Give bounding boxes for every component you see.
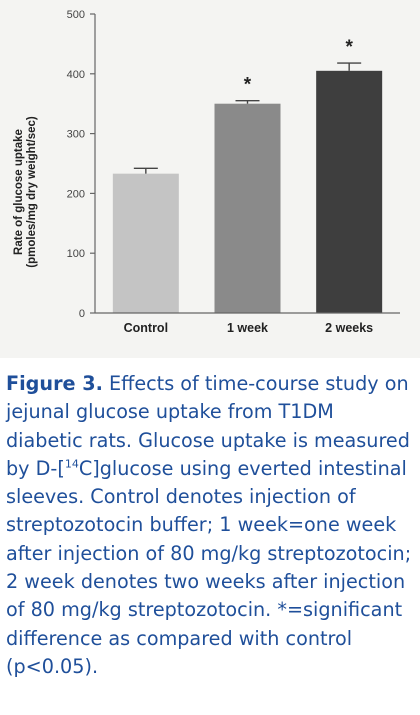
caption-text-part-2: C]glucose using everted intestinal sleev… — [6, 456, 412, 678]
x-tick-label: 1 week — [227, 321, 268, 335]
figure-label: Figure 3. — [6, 372, 103, 395]
y-tick-label: 300 — [67, 129, 85, 141]
y-axis-label: Rate of glucose uptake — [13, 129, 25, 255]
y-tick-label: 200 — [67, 188, 85, 200]
x-tick-label: Control — [124, 321, 168, 335]
chart-panel: Rate of glucose uptake (pmoles/mg dry we… — [0, 0, 420, 358]
bar-3 — [316, 70, 383, 313]
significance-marker-2: * — [244, 75, 252, 96]
bar-2 — [214, 103, 281, 313]
y-tick-label: 500 — [67, 9, 85, 21]
caption-text-part-1: Effects of time-course study on jejunal … — [6, 372, 410, 480]
y-tick-label: 100 — [67, 248, 85, 260]
y-axis-label-units: (pmoles/mg dry weight/sec) — [26, 116, 38, 268]
y-tick-label: 0 — [79, 308, 85, 320]
bar-chart: Rate of glucose uptake (pmoles/mg dry we… — [13, 9, 400, 335]
figure-caption: Figure 3. Effects of time-course study o… — [6, 370, 416, 681]
isotope-superscript: 14 — [64, 457, 79, 471]
significance-marker-3: * — [345, 37, 353, 58]
bar-1 — [112, 173, 179, 313]
x-tick-label: 2 weeks — [325, 321, 373, 335]
y-tick-label: 400 — [67, 69, 85, 81]
